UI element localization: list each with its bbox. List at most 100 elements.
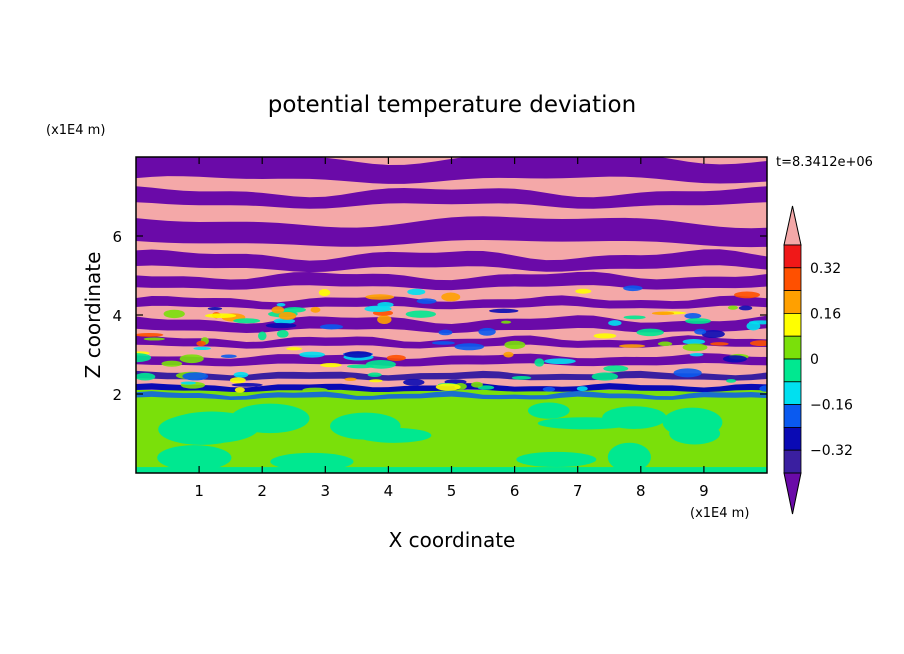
turbulence-cell	[286, 347, 303, 351]
turbulence-cell	[367, 372, 382, 378]
turbulence-cell	[204, 313, 237, 319]
x-tick-label: 7	[573, 482, 583, 500]
turbulence-cell	[319, 324, 344, 330]
turbulence-cell	[299, 351, 325, 358]
contour-band	[136, 353, 767, 367]
turbulence-cell	[504, 340, 526, 350]
turbulence-cell	[377, 315, 392, 324]
x-unit-label: (x1E4 m)	[690, 506, 749, 521]
colorbar-swatch	[783, 404, 802, 428]
turbulence-cell	[511, 376, 532, 380]
colorbar-swatch	[783, 358, 802, 383]
turbulence-cell	[682, 339, 706, 345]
x-tick-label: 9	[699, 482, 709, 500]
turbulence-cell	[542, 386, 556, 392]
lower-eddy	[662, 407, 723, 438]
turbulence-cell	[576, 386, 588, 392]
colorbar-label: 0	[810, 352, 819, 368]
turbulence-cell	[207, 307, 223, 311]
turbulence-cell	[684, 313, 702, 319]
turbulence-cell	[233, 318, 261, 324]
turbulence-cell	[302, 387, 328, 393]
contour-band	[136, 157, 767, 184]
turbulence-cell	[593, 333, 617, 339]
lower-eddy	[602, 406, 667, 429]
turbulence-cell	[265, 322, 297, 329]
turbulence-cell	[438, 329, 453, 336]
turbulence-cell	[310, 306, 321, 313]
turbulence-cell	[651, 311, 675, 315]
turbulence-cell	[685, 318, 711, 324]
turbulence-cell	[694, 328, 707, 335]
turbulence-cell	[179, 354, 204, 364]
turbulence-cell	[318, 289, 331, 297]
turbulence-cell	[136, 353, 152, 363]
turbulence-cell	[276, 330, 289, 338]
lower-eddy	[516, 451, 597, 468]
turbulence-cell	[161, 360, 183, 367]
colorbar-swatch	[783, 290, 802, 314]
turbulence-cell	[500, 320, 512, 324]
turbulence-cell	[682, 343, 708, 352]
turbulence-cell	[234, 387, 245, 393]
colorbar-label: 0.32	[810, 261, 841, 277]
turbulence-cell	[180, 381, 196, 385]
y-axis-title: Z coordinate	[81, 252, 105, 379]
colorbar-swatch	[783, 312, 802, 337]
turbulence-cell	[403, 378, 425, 386]
turbulence-cell	[364, 305, 392, 313]
turbulence-cell	[623, 285, 643, 292]
colorbar-swatch	[783, 335, 802, 360]
turbulence-cell	[603, 365, 629, 372]
turbulence-cell	[258, 331, 267, 341]
turbulence-cell	[220, 354, 237, 359]
turbulence-cell	[278, 311, 297, 320]
turbulence-cell	[734, 291, 761, 299]
turbulence-cell	[726, 378, 737, 383]
turbulence-cell	[136, 372, 156, 381]
contour-band	[136, 186, 767, 209]
colorbar-label: 0.16	[810, 306, 841, 322]
turbulence-cell	[143, 337, 165, 341]
y-axis-ticks: 2 4 6	[112, 228, 767, 404]
turbulence-cell	[136, 332, 164, 337]
turbulence-cell	[365, 360, 396, 369]
x-tick-label: 4	[384, 482, 394, 500]
turbulence-cell	[618, 344, 646, 348]
turbulence-cell	[405, 310, 437, 318]
turbulence-cell	[759, 385, 767, 392]
turbulence-cell	[701, 330, 725, 339]
turbulence-cell	[231, 383, 263, 387]
turbulence-cell	[435, 383, 461, 391]
turbulence-cell	[608, 320, 622, 326]
interface-band	[136, 390, 767, 400]
x-axis-title: X coordinate	[389, 528, 516, 552]
colorbar-max-triangle	[783, 205, 802, 246]
turbulence-cell	[229, 377, 246, 384]
turbulence-cell	[271, 306, 285, 314]
turbulence-cell	[636, 328, 664, 337]
x-tick-label: 3	[321, 482, 331, 500]
turbulence-cell	[365, 294, 395, 300]
lower-eddy	[330, 412, 401, 440]
colorbar-swatch	[783, 244, 802, 269]
colorbar-swatch	[783, 381, 802, 405]
contour-band	[136, 295, 767, 310]
turbulence-cell	[749, 340, 767, 347]
x-tick-label: 1	[194, 482, 204, 500]
contour-band	[136, 216, 767, 248]
turbulence-cell	[320, 362, 342, 368]
turbulence-cell	[344, 377, 357, 382]
turbulence-cell	[283, 307, 306, 313]
turbulence-cell	[163, 309, 185, 319]
turbulence-cell	[416, 298, 437, 304]
y-tick-label: 6	[112, 228, 122, 246]
y-tick-label: 4	[112, 307, 122, 325]
turbulence-cell	[477, 385, 495, 390]
turbulence-cell	[591, 372, 619, 381]
x-tick-label: 8	[636, 482, 646, 500]
turbulence-cell	[534, 358, 545, 367]
lower-eddy	[607, 442, 651, 472]
colorbar-label: −0.32	[810, 443, 853, 459]
z-unit-label: (x1E4 m)	[46, 123, 105, 138]
